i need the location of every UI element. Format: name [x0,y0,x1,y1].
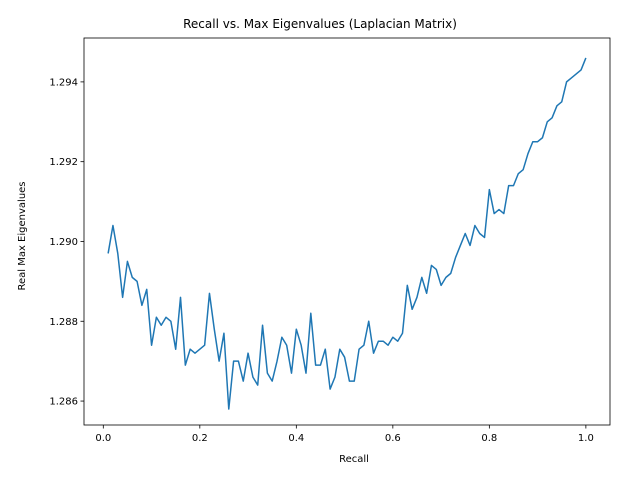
plot-frame [83,37,611,426]
x-axis-label: Recall [339,454,369,465]
y-tick-label: 1.292 [49,157,78,168]
y-axis: 1.286 1.288 1.290 1.292 1.294 [49,77,84,408]
x-tick-label: 0.6 [385,433,401,444]
x-tick-label: 1.0 [578,433,594,444]
x-tick-label: 0.0 [95,433,111,444]
x-tick-label: 0.8 [481,433,497,444]
chart-title: Recall vs. Max Eigenvalues (Laplacian Ma… [183,17,457,31]
y-tick-label: 1.288 [49,317,78,328]
plot-area [107,57,587,410]
y-tick-label: 1.286 [49,397,78,408]
x-tick-label: 0.4 [288,433,304,444]
x-tick-label: 0.2 [192,433,208,444]
y-tick-label: 1.294 [49,77,78,88]
y-axis-label: Real Max Eigenvalues [17,181,28,290]
x-axis: 0.0 0.2 0.4 0.6 0.8 1.0 [95,425,594,444]
series-line-0 [107,57,587,410]
y-tick-label: 1.290 [49,237,78,248]
